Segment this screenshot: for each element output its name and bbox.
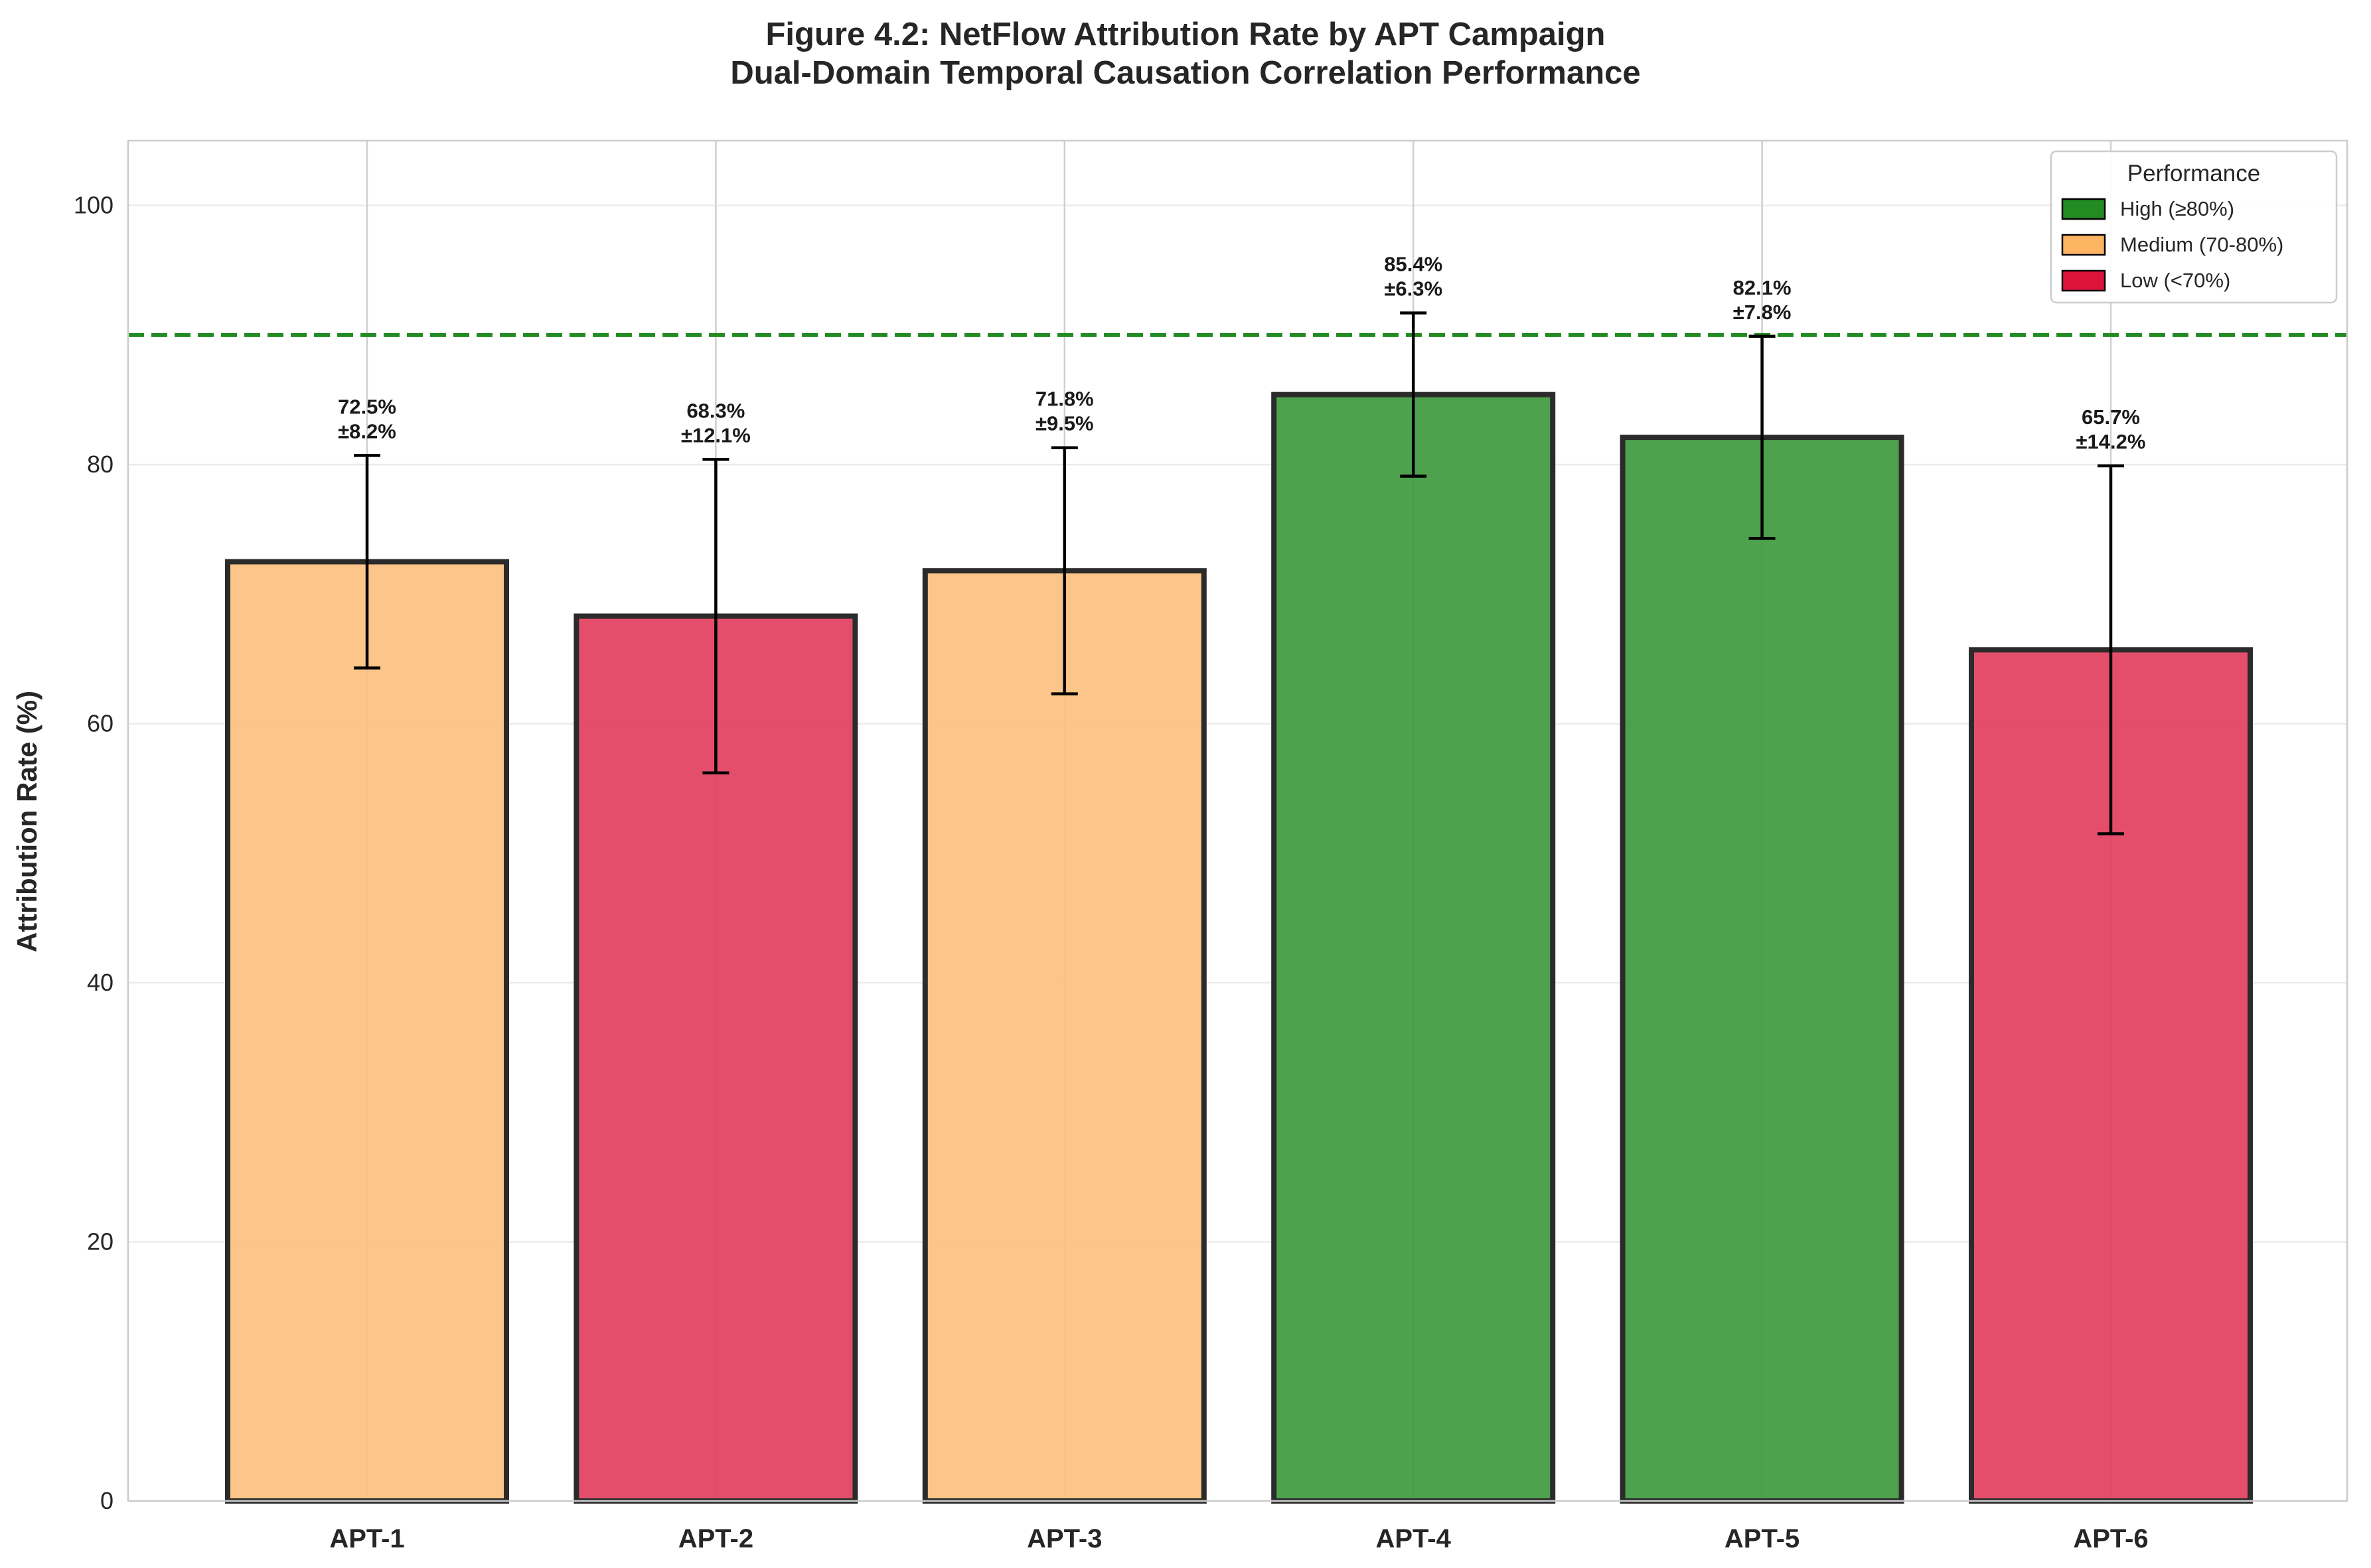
legend-title: Performance	[2127, 161, 2260, 186]
error-label: ±14.2%	[2076, 430, 2146, 453]
x-tick-label: APT-3	[1027, 1524, 1102, 1553]
y-tick-label: 0	[100, 1487, 114, 1514]
legend-label-medium: Medium (70-80%)	[2120, 233, 2283, 256]
y-tick-label: 80	[87, 451, 114, 478]
data-labels: 72.5%±8.2% 68.3%±12.1% 71.8%±9.5% 85.4%±6.3…	[338, 253, 2145, 453]
error-label: ±9.5%	[1035, 412, 1094, 435]
x-tick-label: APT-4	[1376, 1524, 1452, 1553]
y-tick-label: 100	[74, 192, 114, 219]
y-tick-label: 40	[87, 969, 114, 996]
y-tick-label: 20	[87, 1228, 114, 1255]
legend-label-high: High (≥80%)	[2120, 197, 2234, 220]
x-tick-label: APT-1	[329, 1524, 404, 1553]
error-label: ±12.1%	[681, 423, 751, 447]
x-tick-label: APT-5	[1724, 1524, 1799, 1553]
value-label: 65.7%	[2082, 405, 2140, 429]
error-bars	[354, 311, 2124, 835]
bar-apt-1	[225, 559, 509, 1504]
y-tick-label: 60	[87, 710, 114, 737]
legend-swatch-high	[2061, 198, 2106, 220]
error-label: ±8.2%	[338, 419, 396, 443]
legend-swatch-medium	[2061, 234, 2106, 256]
axes: 0 20 40 60 80 100 APT-1 APT-2 APT-3 APT-4 APT-5 APT…	[74, 139, 2348, 1553]
plot-frame	[127, 139, 2348, 1502]
value-label: 72.5%	[338, 395, 396, 418]
error-label: ±6.3%	[1384, 277, 1442, 301]
legend-label-low: Low (<70%)	[2120, 269, 2230, 292]
legend-box	[2050, 150, 2338, 304]
legend: Performance High (≥80%) Medium (70-80%) Low…	[2050, 150, 2338, 304]
bar-apt-5	[1620, 435, 1904, 1504]
y-axis-label: Attribution Rate (%)	[11, 691, 42, 952]
chart-title-line-2: Dual-Domain Temporal Causation Correlati…	[730, 55, 1640, 91]
value-label: 68.3%	[686, 399, 745, 422]
x-tick-label: APT-2	[678, 1524, 753, 1553]
bars	[225, 392, 2253, 1504]
chart-title-line-1: Figure 4.2: NetFlow Attribution Rate by …	[766, 17, 1606, 52]
legend-swatch-low	[2061, 269, 2106, 292]
bar-apt-4	[1271, 392, 1556, 1504]
value-label: 85.4%	[1384, 253, 1442, 276]
bar-apt-3	[922, 568, 1207, 1504]
value-label: 71.8%	[1035, 388, 1094, 411]
x-tick-label: APT-6	[2073, 1524, 2148, 1553]
error-label: ±7.8%	[1733, 301, 1792, 324]
value-label: 82.1%	[1733, 276, 1792, 299]
